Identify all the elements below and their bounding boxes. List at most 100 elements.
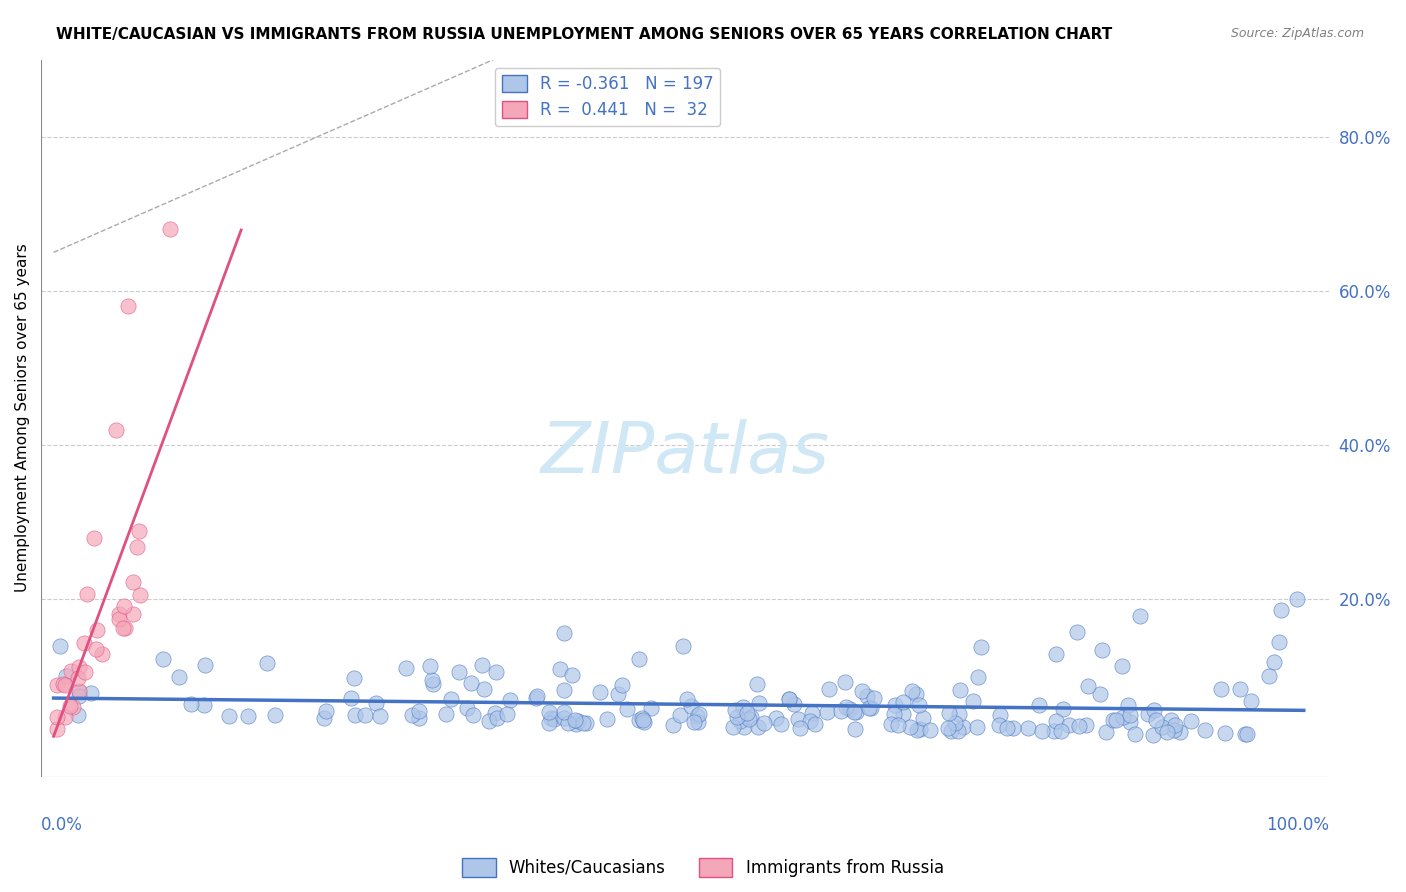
Point [1143, 703, 1166, 717]
Point [127, 540, 149, 554]
Point [80, 686, 103, 700]
Point [884, 698, 907, 712]
Point [686, 709, 709, 723]
Point [1101, 713, 1123, 727]
Point [1050, 723, 1073, 738]
Point [67, 660, 90, 674]
Point [53, 710, 76, 724]
Point [67, 690, 90, 704]
Legend: R = -0.361   N = 197, R =  0.441   N =  32: R = -0.361 N = 197, R = 0.441 N = 32 [495, 68, 720, 126]
Point [1163, 723, 1185, 738]
Point [1118, 707, 1140, 722]
Point [553, 626, 575, 640]
Point [842, 706, 865, 720]
Point [564, 713, 586, 727]
Point [995, 721, 1018, 735]
Point [688, 706, 710, 721]
Point [159, 222, 181, 236]
Point [948, 707, 970, 722]
Point [343, 707, 366, 722]
Point [343, 671, 366, 685]
Point [1150, 721, 1173, 735]
Point [90, 648, 112, 662]
Point [60, 664, 83, 678]
Point [939, 723, 962, 738]
Point [737, 706, 759, 720]
Point [938, 706, 960, 721]
Point [263, 708, 285, 723]
Point [1194, 723, 1216, 737]
Point [55, 669, 77, 683]
Text: 100.0%: 100.0% [1265, 816, 1329, 834]
Point [45, 722, 67, 736]
Point [883, 707, 905, 722]
Point [1076, 717, 1098, 731]
Point [628, 713, 651, 727]
Point [731, 699, 754, 714]
Point [633, 715, 655, 730]
Point [740, 710, 762, 724]
Point [1104, 713, 1126, 727]
Point [46, 678, 69, 692]
Point [460, 676, 482, 690]
Point [752, 715, 775, 730]
Point [988, 708, 1011, 723]
Point [669, 708, 692, 723]
Point [484, 706, 506, 720]
Point [596, 712, 619, 726]
Point [45, 710, 67, 724]
Point [765, 711, 787, 725]
Point [114, 621, 136, 635]
Point [747, 720, 769, 734]
Point [943, 716, 966, 731]
Point [844, 723, 866, 737]
Point [725, 710, 748, 724]
Point [540, 711, 562, 725]
Point [463, 708, 485, 723]
Point [1123, 727, 1146, 741]
Point [918, 723, 941, 738]
Point [167, 670, 190, 684]
Point [420, 673, 443, 687]
Point [728, 714, 751, 728]
Point [1164, 718, 1187, 732]
Point [485, 665, 508, 680]
Point [194, 657, 217, 672]
Point [1043, 723, 1066, 738]
Point [1111, 659, 1133, 673]
Text: WHITE/CAUCASIAN VS IMMIGRANTS FROM RUSSIA UNEMPLOYMENT AMONG SENIORS OVER 65 YEA: WHITE/CAUCASIAN VS IMMIGRANTS FROM RUSSI… [56, 27, 1112, 42]
Point [908, 722, 931, 736]
Point [419, 659, 441, 673]
Point [724, 702, 747, 716]
Point [1142, 727, 1164, 741]
Point [815, 705, 838, 719]
Point [67, 683, 90, 698]
Point [1156, 724, 1178, 739]
Point [630, 711, 652, 725]
Point [117, 299, 139, 313]
Point [1213, 726, 1236, 740]
Point [1112, 710, 1135, 724]
Point [987, 718, 1010, 732]
Point [218, 709, 240, 723]
Point [368, 709, 391, 723]
Point [76, 587, 98, 601]
Point [548, 662, 571, 676]
Point [1229, 682, 1251, 697]
Point [1168, 725, 1191, 739]
Point [616, 702, 638, 716]
Point [422, 677, 444, 691]
Point [561, 667, 583, 681]
Point [496, 706, 519, 721]
Point [1236, 727, 1258, 741]
Point [1240, 694, 1263, 708]
Point [575, 716, 598, 731]
Point [1077, 679, 1099, 693]
Point [682, 714, 704, 729]
Point [364, 697, 387, 711]
Point [180, 697, 202, 711]
Point [449, 665, 471, 680]
Point [962, 694, 984, 708]
Point [747, 696, 769, 710]
Point [862, 690, 884, 705]
